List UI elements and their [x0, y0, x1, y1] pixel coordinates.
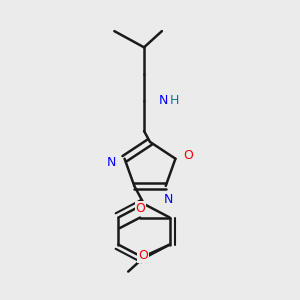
- Text: O: O: [138, 249, 148, 262]
- Text: H: H: [170, 94, 180, 106]
- Text: O: O: [135, 202, 145, 215]
- Text: O: O: [183, 149, 193, 163]
- Text: N: N: [164, 193, 173, 206]
- Text: N: N: [106, 156, 116, 169]
- Text: N: N: [159, 94, 168, 106]
